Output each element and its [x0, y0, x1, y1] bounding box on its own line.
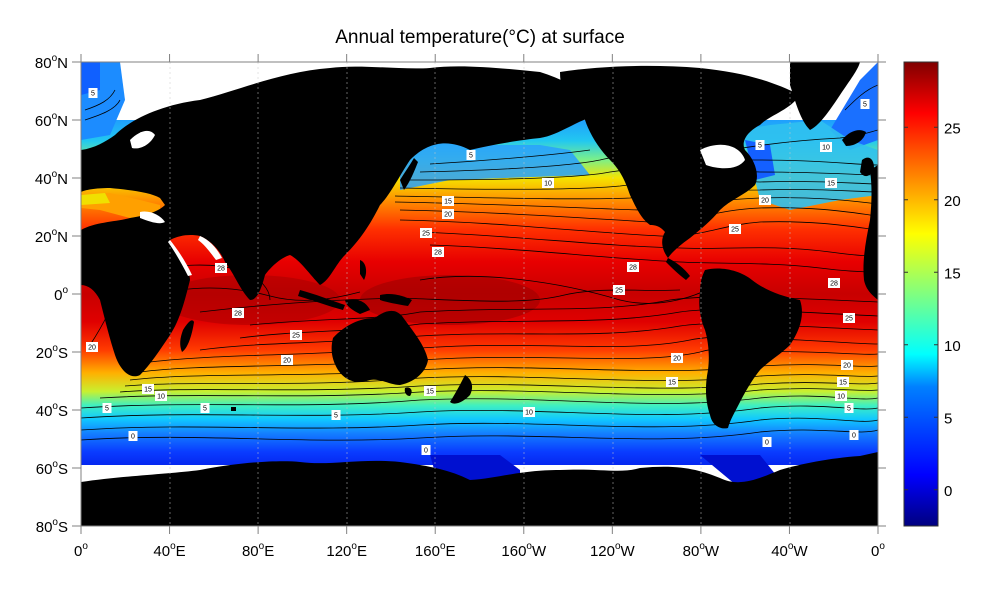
y-tick-label: 20oS: [36, 343, 68, 362]
colorbar-tick-label: 20: [944, 193, 961, 210]
contour-label: 20: [673, 356, 681, 363]
contour-label: 20: [88, 345, 96, 352]
contour-label: 5: [863, 102, 867, 109]
north-america: [560, 65, 800, 258]
contour-label: 20: [283, 358, 291, 365]
y-tick-label: 60oN: [35, 111, 68, 130]
colorbar: [903, 61, 939, 527]
x-tick-label: 0o: [74, 541, 88, 560]
antarctica: [81, 452, 878, 526]
contour-label: 5: [91, 91, 95, 98]
y-tick-label: 80oN: [35, 53, 68, 72]
contour-label: 10: [822, 145, 830, 152]
y-tick-label: 40oS: [36, 401, 68, 420]
colorbar-ticks: 0 5 10 15 20 25: [904, 120, 961, 500]
y-tick-label: 20oN: [35, 227, 68, 246]
contour-label: 25: [292, 333, 300, 340]
contour-label: 25: [422, 231, 430, 238]
contour-label: 10: [837, 394, 845, 401]
iceland: [842, 130, 866, 146]
x-tick-label: 160oE: [415, 541, 456, 560]
contour-label: 5: [203, 406, 207, 413]
contour-label: 25: [845, 316, 853, 323]
y-tick-label: 60oS: [36, 459, 68, 478]
contour-label: 5: [758, 143, 762, 150]
x-tick-label: 0o: [871, 541, 885, 560]
contour-label: 15: [668, 380, 676, 387]
y-tick-label: 40oN: [35, 169, 68, 188]
contour-label: 10: [525, 410, 533, 417]
colorbar-tick-label: 15: [944, 265, 961, 282]
x-tick-label: 120oW: [590, 541, 636, 560]
contour-label: 20: [761, 198, 769, 205]
contour-label: 15: [444, 199, 452, 206]
chart-title: Annual temperature(°C) at surface: [335, 27, 625, 48]
x-tick-label: 40oE: [153, 541, 185, 560]
contour-label: 28: [234, 311, 242, 318]
grid: [169, 62, 791, 526]
contour-label: 0: [131, 434, 135, 441]
land-masses: [81, 62, 878, 526]
y-tick-label: 0o: [54, 285, 68, 304]
contour-label: 10: [544, 181, 552, 188]
contour-label: 15: [144, 387, 152, 394]
colorbar-tick-label: 0: [944, 483, 952, 500]
x-tick-label: 160oW: [501, 541, 547, 560]
y-tick-label: 80oS: [36, 517, 68, 536]
contour-label: 15: [839, 380, 847, 387]
contour-label: 28: [434, 250, 442, 257]
madagascar: [180, 320, 194, 352]
contour-label: 5: [105, 406, 109, 413]
contour-label: 0: [852, 433, 856, 440]
contour-label: 15: [426, 389, 434, 396]
contour-label: 15: [827, 181, 835, 188]
contour-label: 0: [424, 448, 428, 455]
contour-label: 28: [629, 265, 637, 272]
colorbar-tick-label: 10: [944, 338, 961, 355]
colorbar-tick-label: 5: [944, 410, 952, 427]
greenland: [790, 62, 860, 130]
new-zealand: [450, 375, 473, 404]
x-axis: 0o 40oE 80oE 120oE 160oE 160oW 120oW 80oW 40oW 0o: [74, 54, 885, 560]
colorbar-tick-label: 25: [944, 120, 961, 137]
contour-label: 0: [765, 440, 769, 447]
contour-label: 25: [615, 288, 623, 295]
contour-label: 28: [830, 281, 838, 288]
contour-label: 5: [469, 153, 473, 160]
x-tick-label: 40oW: [771, 541, 808, 560]
contour-label: 5: [847, 406, 851, 413]
japan: [400, 158, 418, 190]
contour-label: 5: [334, 413, 338, 420]
y-axis: 80oN 60oN 40oN 20oN 0o 20oS 40oS 60oS 80oS: [35, 53, 886, 536]
x-tick-label: 120oE: [326, 541, 367, 560]
eurasia-africa: [81, 66, 600, 377]
x-tick-label: 80oE: [242, 541, 274, 560]
x-tick-label: 80oW: [683, 541, 720, 560]
contour-label: 25: [731, 227, 739, 234]
contour-label: 20: [843, 363, 851, 370]
australia: [331, 310, 428, 385]
contour-label: 10: [157, 394, 165, 401]
contour-label: 20: [444, 212, 452, 219]
south-america: [699, 268, 802, 429]
contour-label: 28: [217, 266, 225, 273]
